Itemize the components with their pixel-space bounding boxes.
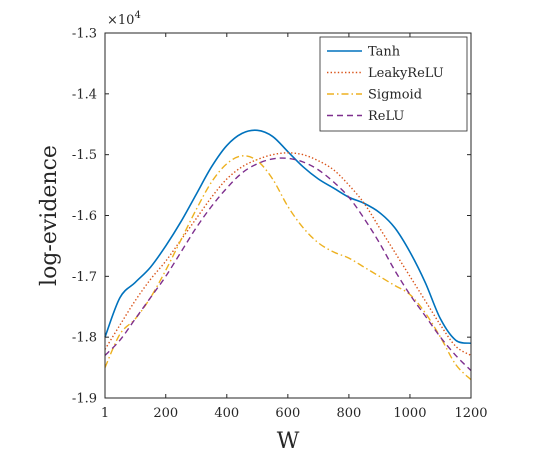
legend-label-sigmoid: Sigmoid (368, 88, 422, 103)
x-tick-label: 1000 (393, 406, 426, 421)
y-tick-label: -1.9 (72, 392, 97, 407)
x-axis-label: W (277, 429, 300, 454)
plot-frame (104, 32, 472, 399)
legend-label-relu: ReLU (368, 109, 404, 124)
x-tick-label: 600 (275, 406, 300, 421)
y-tick-label: -1.6 (72, 209, 97, 224)
series-line-tanh (104, 129, 472, 345)
x-tick-label: 800 (336, 406, 361, 421)
legend-box (319, 36, 468, 132)
y-tick-label: -1.3 (72, 27, 97, 42)
y-tick-label: -1.7 (72, 270, 97, 285)
y-tick-label: -1.4 (72, 87, 97, 102)
x-tick-label: 1200 (454, 406, 487, 421)
y-exponent-label: ×104 (107, 10, 141, 28)
y-exponent-base: ×10 (107, 13, 134, 28)
tick-layer: 1 200 400 600 800 1000 1200-1.9-1.8-1.7-1.6-1.… (72, 27, 488, 422)
legend-label-tanh: Tanh (368, 45, 401, 60)
x-tick-label: 200 (153, 406, 178, 421)
series-line-leakyrelu (104, 152, 472, 357)
x-tick-label: 400 (214, 406, 239, 421)
legend-label-leakyrelu: LeakyReLU (368, 66, 444, 81)
x-tick-label: 1 (101, 406, 109, 421)
y-tick-label: -1.8 (72, 331, 97, 346)
series-line-sigmoid (104, 155, 472, 381)
y-tick-label: -1.5 (72, 148, 97, 163)
series-layer (104, 129, 472, 381)
y-axis-label: log-evidence (37, 145, 62, 286)
y-exponent-power: 4 (134, 10, 140, 21)
legend: Tanh LeakyReLU Sigmoid ReLU (319, 36, 468, 132)
